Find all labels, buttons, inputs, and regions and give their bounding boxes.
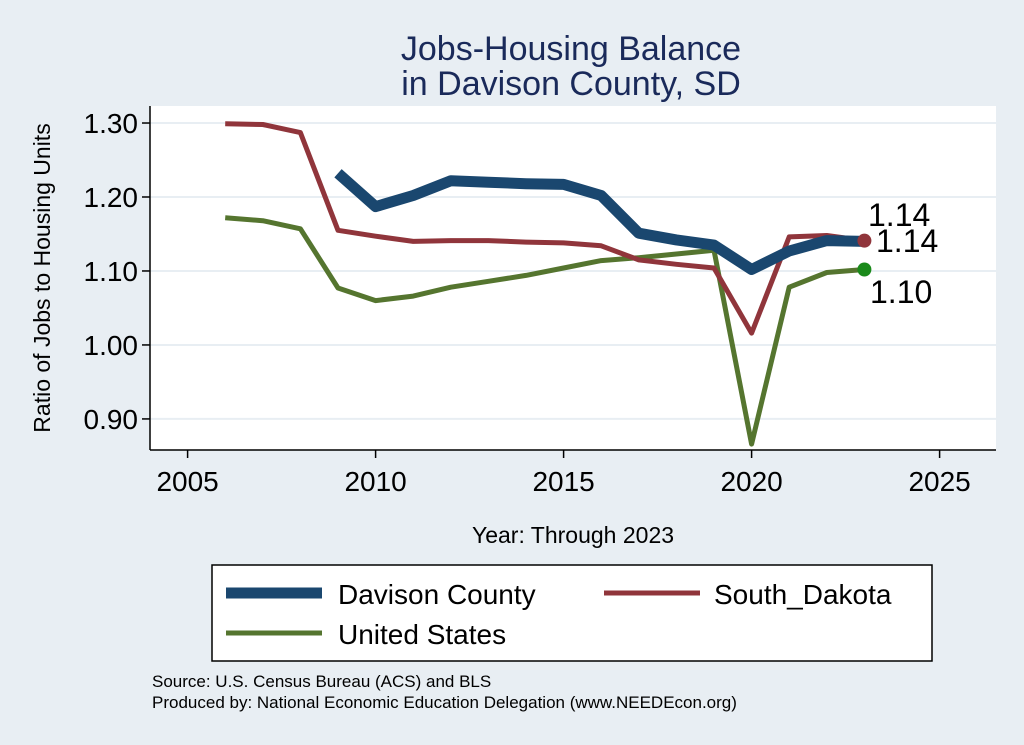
x-tick-label: 2020 — [720, 466, 782, 497]
legend-label-davison-county: Davison County — [338, 579, 536, 610]
series-line-davison-county — [334, 169, 865, 275]
chart-title-line-2: in Davison County, SD — [401, 65, 741, 103]
x-axis-title: Year: Through 2023 — [472, 522, 674, 548]
end-markers — [857, 233, 872, 277]
legend-box — [211, 564, 933, 662]
end-label-south-dakota: 1.14 — [876, 223, 938, 259]
x-tick-label: 2015 — [532, 466, 594, 497]
x-tick-label: 2010 — [344, 466, 406, 497]
series-line-south-dakota — [225, 121, 865, 336]
x-tick-label: 2025 — [908, 466, 970, 497]
end-marker-south-dakota — [857, 233, 872, 248]
y-tick-label: 0.90 — [84, 404, 139, 435]
producer-note: Produced by: National Economic Education… — [152, 693, 737, 712]
series-line-united-states — [225, 215, 865, 447]
legend-label-united-states: United States — [338, 619, 506, 650]
end-label-united-states: 1.10 — [870, 274, 932, 310]
x-tick-label: 2005 — [156, 466, 218, 497]
plot-area — [150, 106, 996, 450]
y-tick-label: 1.00 — [84, 330, 139, 361]
y-tick-label: 1.20 — [84, 182, 139, 213]
y-axis-title: Ratio of Jobs to Housing Units — [29, 123, 55, 432]
source-note: Source: U.S. Census Bureau (ACS) and BLS — [152, 672, 491, 691]
x-axis-ticks: 2005 2010 2015 2020 2025 — [156, 450, 971, 497]
y-axis-ticks: 0.90 1.00 1.10 1.20 1.30 — [84, 108, 150, 435]
series-layer — [225, 121, 865, 447]
end-marker-united-states — [857, 262, 872, 277]
legend-label-south-dakota: South_Dakota — [714, 579, 892, 610]
y-tick-label: 1.30 — [84, 108, 139, 139]
y-tick-label: 1.10 — [84, 256, 139, 287]
chart-title-line-1: Jobs-Housing Balance — [401, 30, 741, 68]
end-label-davison-county: 1.14 — [868, 197, 930, 233]
